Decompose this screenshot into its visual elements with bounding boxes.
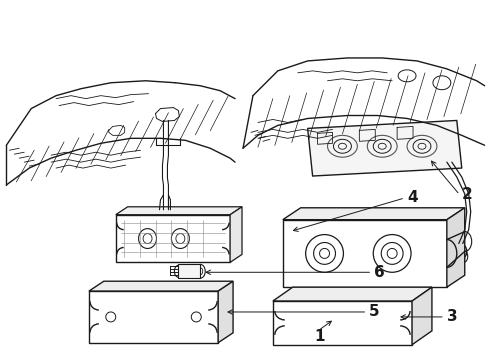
- Polygon shape: [116, 207, 242, 215]
- Text: 1: 1: [315, 329, 325, 344]
- Polygon shape: [283, 220, 447, 287]
- Text: 5: 5: [369, 305, 380, 319]
- Polygon shape: [447, 208, 465, 287]
- Polygon shape: [273, 287, 432, 301]
- Polygon shape: [273, 301, 412, 345]
- Text: 4: 4: [407, 190, 417, 205]
- Text: 6: 6: [374, 265, 385, 280]
- Text: 3: 3: [447, 310, 458, 324]
- Polygon shape: [178, 264, 200, 278]
- Polygon shape: [283, 208, 465, 220]
- Polygon shape: [89, 291, 218, 343]
- Text: 2: 2: [462, 188, 472, 202]
- Polygon shape: [308, 121, 462, 176]
- Polygon shape: [412, 287, 432, 345]
- Polygon shape: [439, 251, 464, 262]
- Polygon shape: [116, 215, 230, 262]
- Polygon shape: [218, 281, 233, 343]
- Polygon shape: [230, 207, 242, 262]
- Polygon shape: [89, 281, 233, 291]
